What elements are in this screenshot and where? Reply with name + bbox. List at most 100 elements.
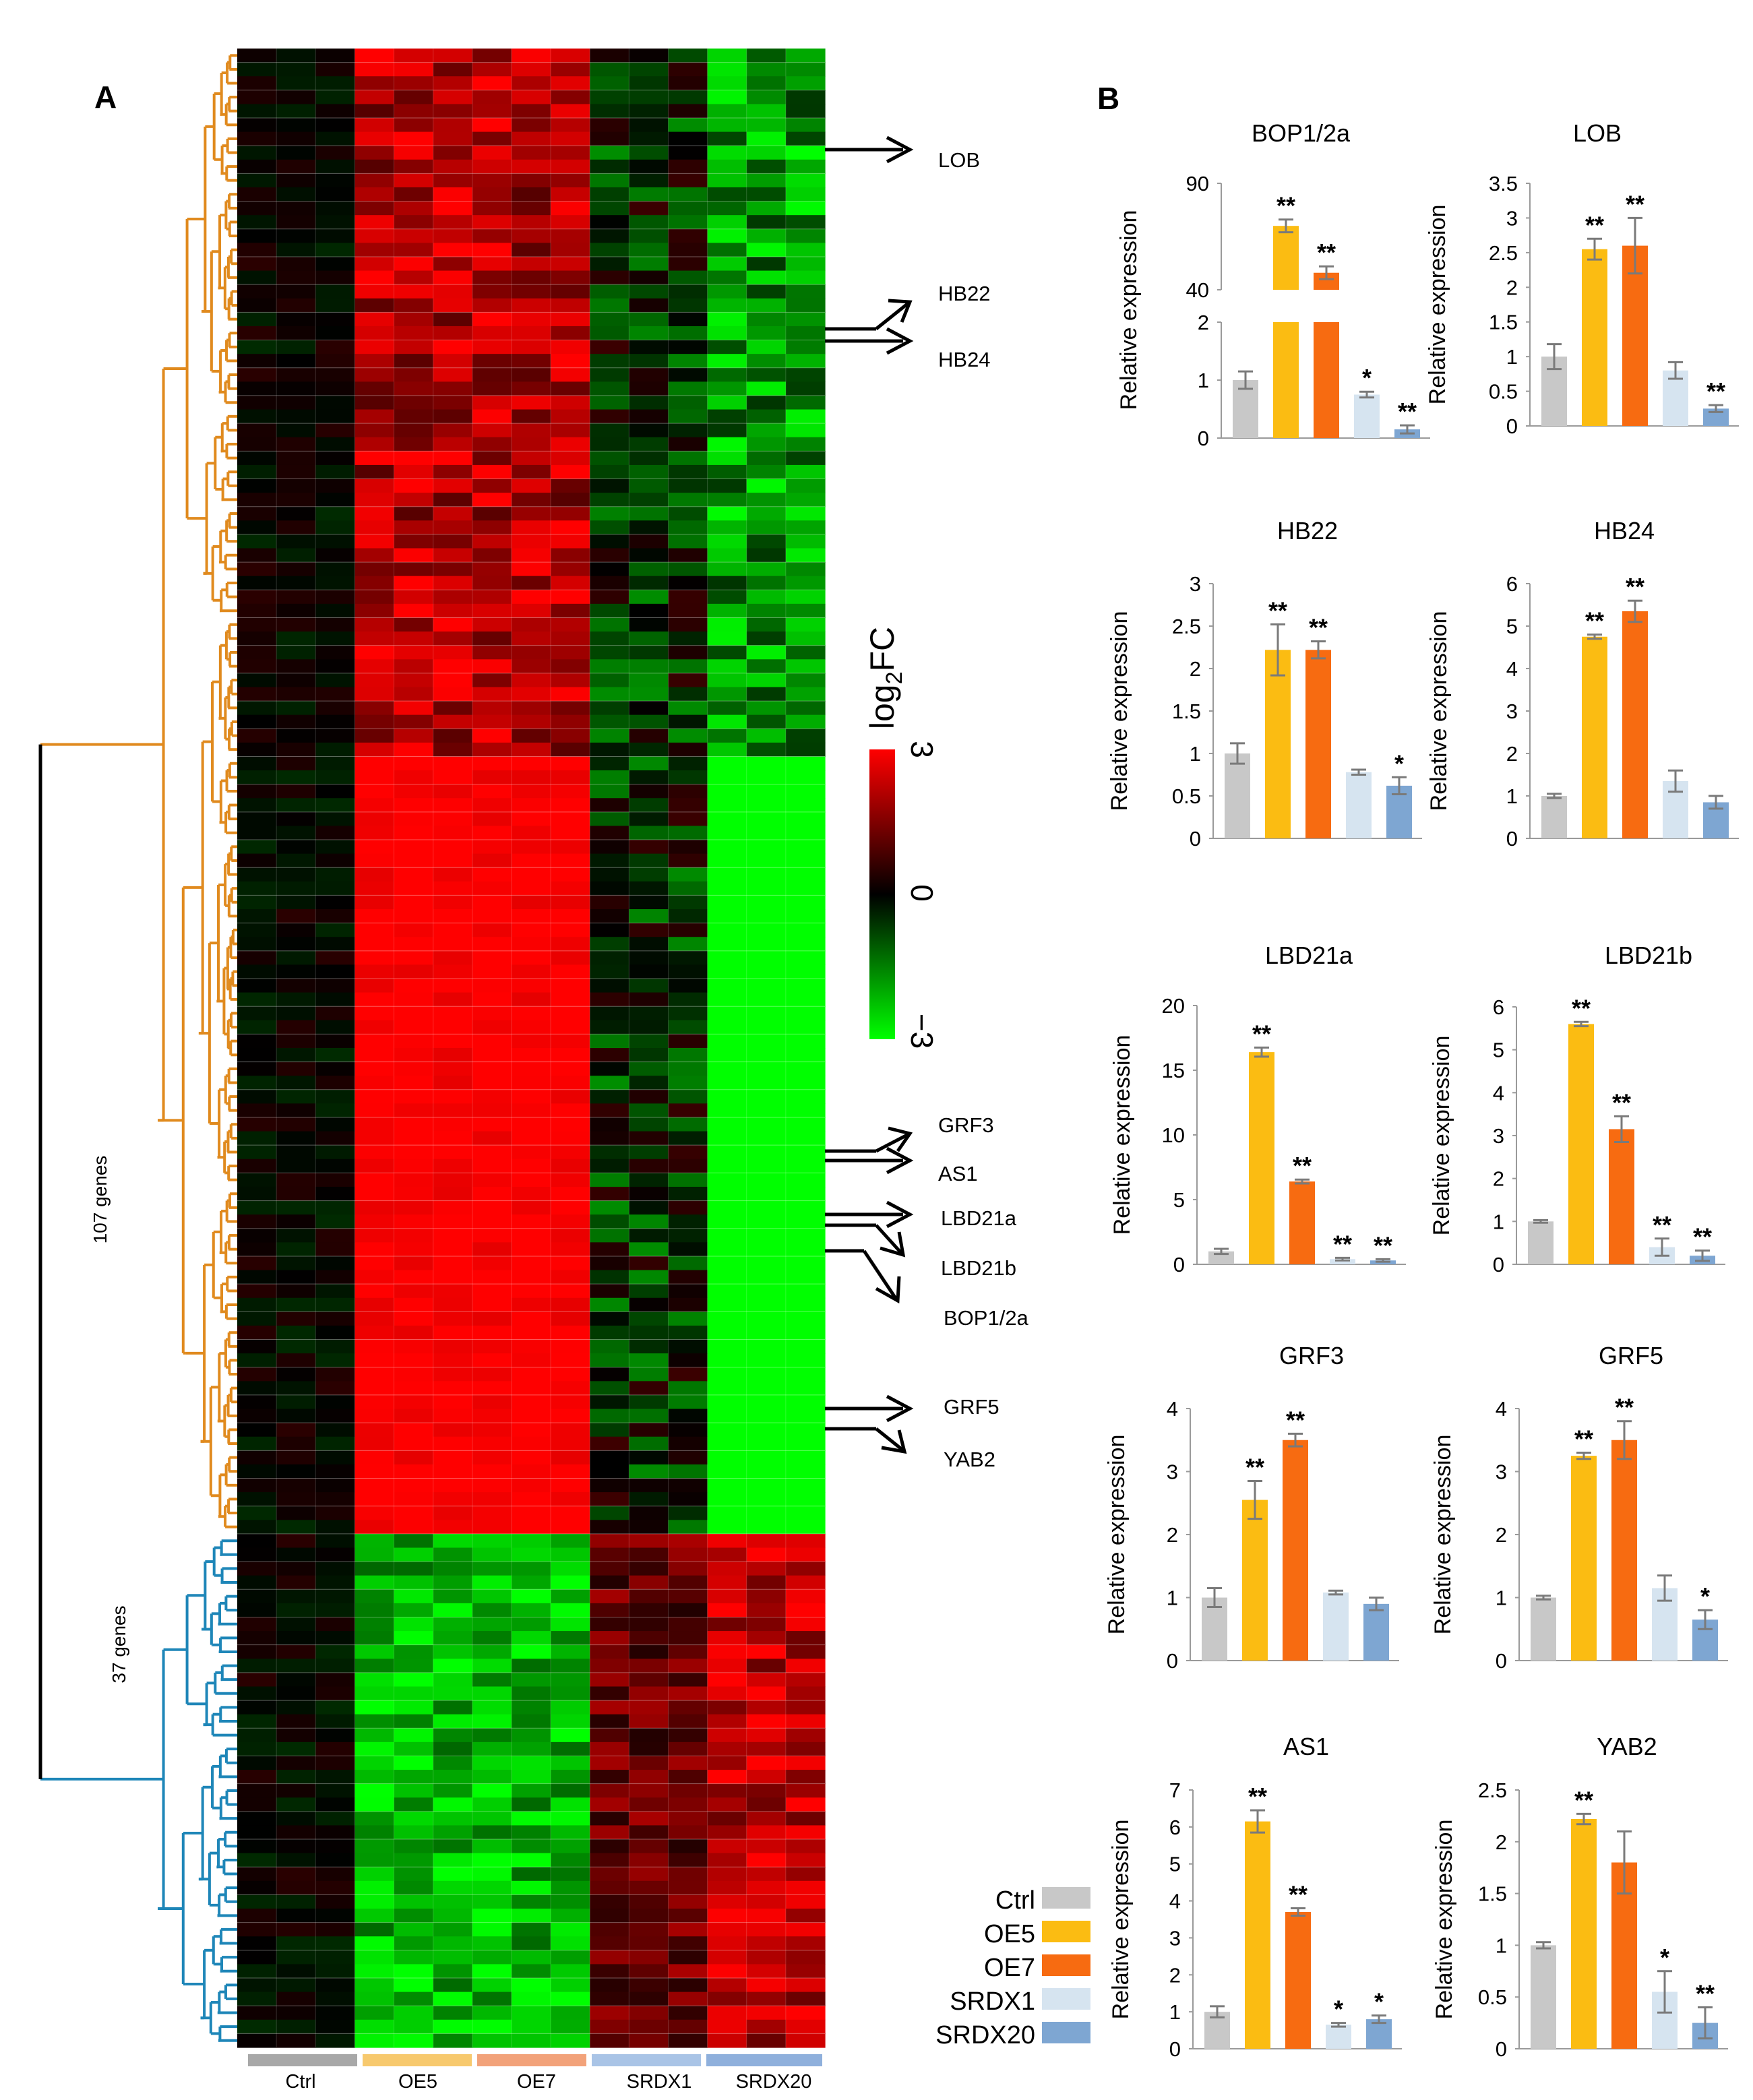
heatmap-cell <box>590 1103 629 1118</box>
heatmap-cell <box>237 159 277 174</box>
heatmap-cell <box>511 895 551 910</box>
heatmap-cell <box>276 1506 316 1520</box>
heatmap-cell <box>315 409 355 424</box>
bar <box>1225 753 1250 838</box>
heatmap-cell <box>433 395 473 410</box>
heatmap-cell <box>433 49 473 63</box>
chart-tick-label: 3 <box>1169 1926 1181 1950</box>
heatmap-cell <box>590 1936 629 1951</box>
heatmap-cell <box>551 1034 590 1049</box>
heatmap-cell <box>551 1562 590 1576</box>
heatmap-cell <box>551 437 590 452</box>
heatmap-cell <box>629 2019 669 2035</box>
heatmap-cell <box>276 1894 316 1909</box>
heatmap-cell <box>237 1409 277 1423</box>
heatmap-cell <box>511 1339 551 1354</box>
heatmap-cell <box>472 243 512 257</box>
heatmap-cell <box>315 437 355 452</box>
heatmap-cell <box>746 1756 787 1770</box>
heatmap-cell <box>668 104 708 119</box>
heatmap-cell <box>276 811 316 827</box>
heatmap-cell <box>276 62 316 77</box>
heatmap-cell <box>707 729 747 743</box>
heatmap-cell <box>746 964 787 979</box>
heatmap-cell <box>355 1284 395 1299</box>
heatmap-cell <box>785 1880 826 1896</box>
heatmap-cell <box>629 1964 669 1979</box>
heatmap-cell <box>590 423 629 438</box>
heatmap-cell <box>590 1311 629 1326</box>
heatmap-cell <box>746 1506 787 1520</box>
heatmap-cell <box>394 1048 434 1063</box>
heatmap-cell <box>276 1325 316 1340</box>
heatmap-cell <box>746 1950 787 1965</box>
heatmap-cell <box>394 1741 434 1757</box>
heatmap-cell <box>237 284 277 299</box>
heatmap-cell <box>355 770 395 785</box>
heatmap-cell <box>237 187 277 202</box>
heatmap-cell <box>315 645 355 660</box>
chart-ylabel: Relative expression <box>1430 1435 1456 1635</box>
heatmap-cell <box>472 1297 512 1312</box>
heatmap-cell <box>668 423 708 438</box>
heatmap-cell <box>629 937 669 952</box>
heatmap-cell <box>472 1103 512 1118</box>
heatmap-cell <box>590 1894 629 1909</box>
heatmap-cell <box>315 1603 355 1618</box>
heatmap-cell <box>315 1867 355 1882</box>
heatmap-cell <box>355 506 395 521</box>
heatmap-cell <box>785 493 826 507</box>
heatmap-cell <box>629 1533 669 1549</box>
heatmap-cell <box>237 1589 277 1604</box>
heatmap-cell <box>590 729 629 743</box>
heatmap-cell <box>472 811 512 827</box>
heatmap-cell <box>355 840 395 855</box>
heatmap-cell <box>237 146 277 160</box>
heatmap-cell <box>394 617 434 632</box>
heatmap-cell <box>668 520 708 535</box>
heatmap-cell <box>315 2019 355 2035</box>
heatmap-cell <box>746 159 787 174</box>
heatmap-cell <box>315 1770 355 1785</box>
heatmap-cell <box>237 1339 277 1354</box>
heatmap-cell <box>315 1506 355 1520</box>
heatmap-cell <box>668 298 708 313</box>
heatmap-cell <box>590 312 629 327</box>
chart-tick-label: 2 <box>1493 1167 1504 1191</box>
heatmap-cell <box>511 159 551 174</box>
heatmap-cell <box>355 1617 395 1632</box>
heatmap-cell <box>394 1214 434 1229</box>
heatmap-cell <box>746 1020 787 1035</box>
heatmap-cell <box>746 1353 787 1368</box>
heatmap-cell <box>472 1853 512 1867</box>
heatmap-cell <box>551 1367 590 1382</box>
heatmap-cell <box>355 562 395 577</box>
heatmap-cell <box>590 131 629 146</box>
group-bar-oe5 <box>363 2054 472 2066</box>
heatmap-cell <box>785 146 826 160</box>
heatmap-cell <box>590 1173 629 1187</box>
heatmap-cell <box>276 1825 316 1840</box>
chart-tick-label: 0 <box>1496 2037 1507 2061</box>
group-bar-srdx20 <box>706 2054 822 2066</box>
heatmap-cell <box>511 367 551 382</box>
heatmap-cell <box>590 1714 629 1729</box>
heatmap-cell <box>276 2006 316 2020</box>
heatmap-cell <box>276 1020 316 1035</box>
chart-ylabel: Relative expression <box>1432 1820 1457 2020</box>
heatmap-cell <box>668 1686 708 1701</box>
heatmap-cell <box>590 437 629 452</box>
bar <box>1285 1912 1311 2049</box>
heatmap-cell <box>746 520 787 535</box>
heatmap-cell <box>590 1880 629 1896</box>
heatmap-cell <box>433 104 473 119</box>
heatmap-cell <box>707 964 747 979</box>
heatmap-cell <box>394 1839 434 1854</box>
heatmap-cell <box>276 1991 316 2006</box>
heatmap-cell <box>472 1214 512 1229</box>
heatmap-cell <box>511 270 551 285</box>
bar <box>1330 1259 1355 1264</box>
heatmap-cell <box>551 590 590 605</box>
group-label-srdx1: SRDX1 <box>627 2071 692 2093</box>
